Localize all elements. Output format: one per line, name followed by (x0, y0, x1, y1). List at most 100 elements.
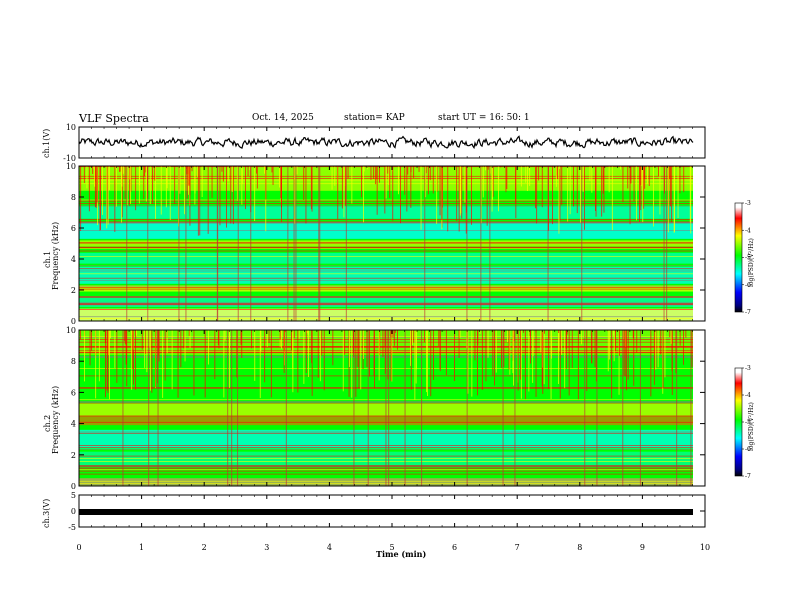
spec2-vstreak (308, 330, 309, 377)
spec2-vline (353, 330, 355, 486)
spec2-vstreak (270, 330, 272, 398)
spec2-vstreak (391, 330, 393, 382)
spec2-vstreak (80, 330, 81, 340)
spec2-vstreak (105, 330, 106, 398)
spec1-hline (79, 309, 693, 310)
spec2-vstreak (236, 330, 238, 378)
spec1-vstreak (154, 166, 156, 181)
spec2-vstreak (164, 330, 166, 381)
spec2-vstreak (540, 330, 542, 353)
spec2-vstreak (664, 330, 666, 378)
spec1-vstreak (500, 166, 502, 168)
spec1-vstreak (487, 166, 489, 170)
spec1-vstreak (491, 166, 493, 168)
spec2-vstreak (439, 330, 441, 370)
spec2-vstreak (612, 330, 614, 336)
spec1-vstreak (121, 166, 123, 218)
spec1-hline (79, 203, 693, 204)
spec1-vstreak (569, 166, 571, 215)
spec2-vstreak (577, 330, 579, 400)
spec1-vstreak (627, 166, 629, 189)
spec2-vstreak (133, 330, 134, 385)
spec1-vstreak (351, 166, 353, 204)
spec2-vstreak (264, 330, 266, 383)
spec2-vstreak (618, 330, 620, 395)
spec2-vstreak (291, 330, 292, 351)
spec1-vstreak (311, 166, 313, 212)
spec1-hline (79, 270, 693, 272)
spec2-vstreak (535, 330, 537, 333)
spec1-vstreak (186, 166, 188, 175)
spec2-vstreak (655, 330, 657, 370)
spec2-vstreak (415, 330, 417, 384)
cb2-label: log(PSD)(V²/Hz) (748, 402, 755, 451)
spec1-vstreak (375, 166, 377, 185)
spec1-vstreak (647, 166, 648, 184)
spec2-vline (502, 330, 504, 486)
spec2-vstreak (204, 330, 206, 398)
spec2-vstreak (241, 330, 243, 358)
spec1-vline (466, 166, 468, 321)
ch2-spec-ytick-label: 8 (71, 357, 76, 366)
spec1-hline (79, 265, 693, 267)
spec1-vstreak (303, 166, 305, 200)
spec2-vline (421, 330, 423, 486)
spec2-vstreak (166, 330, 168, 354)
spec1-vstreak (92, 166, 94, 174)
spec2-vstreak (558, 330, 560, 333)
spec2-vstreak (507, 330, 508, 343)
ch2-spec-ytick-label: 10 (66, 326, 76, 335)
spec2-vstreak (412, 330, 413, 346)
spec2-vstreak (410, 330, 411, 366)
spec1-vstreak (189, 166, 191, 226)
spec2-vstreak (369, 330, 370, 377)
spec2-vstreak (528, 330, 530, 392)
spec1-vline (319, 166, 321, 321)
spec2-vline (157, 330, 159, 486)
spec1-vstreak (404, 166, 406, 195)
spec2-vstreak (544, 330, 545, 334)
ch3-panel (79, 509, 693, 515)
spec2-vline (227, 330, 229, 486)
spec2-vstreak (317, 330, 319, 378)
spec2-vstreak (485, 330, 487, 382)
spec1-vstreak (189, 166, 191, 196)
ch1-spec-ytick-label: 8 (71, 193, 76, 202)
spec1-vstreak (538, 166, 540, 181)
spec1-vstreak (642, 166, 644, 223)
spec1-vstreak (603, 166, 605, 213)
spec1-vstreak (389, 166, 391, 198)
spec2-vstreak (293, 330, 295, 339)
spec1-vstreak (556, 166, 558, 179)
spec1-vstreak (363, 166, 365, 172)
spec2-vline (596, 330, 598, 486)
spec1-vstreak (144, 166, 145, 176)
spec1-vstreak (145, 166, 147, 173)
spec2-vstreak (281, 330, 282, 349)
spec1-vstreak (456, 166, 458, 221)
spec1-vstreak (576, 166, 578, 214)
spec2-vstreak (458, 330, 460, 358)
spec1-vstreak (633, 166, 635, 202)
spec2-vstreak (151, 330, 153, 393)
ch2-spec-ytick-label: 6 (71, 388, 76, 397)
spec1-vstreak (535, 166, 536, 209)
spec1-vstreak (385, 166, 387, 199)
spec1-vstreak (602, 166, 604, 194)
spec1-vstreak (106, 166, 108, 229)
spec2-vstreak (670, 330, 672, 344)
spec1-hline (79, 303, 693, 304)
axes-layer: 0 1 2 3 4 5 6 7 8 9 1010-100246810024681050-5-3-4-… (63, 123, 751, 552)
spec2-vline (237, 330, 239, 486)
spec1-vstreak (595, 166, 597, 217)
spec1-vstreak (486, 166, 488, 226)
spec1-vstreak (580, 166, 581, 223)
spec1-vstreak (515, 166, 517, 204)
spec1-vstreak (370, 166, 372, 180)
spec2-vstreak (116, 330, 118, 383)
spec1-vstreak (639, 166, 640, 222)
spec2-vstreak (311, 330, 313, 364)
spec1-vstreak (341, 166, 343, 209)
x-tick-label: 6 (452, 543, 457, 552)
spec2-vstreak (184, 330, 186, 362)
